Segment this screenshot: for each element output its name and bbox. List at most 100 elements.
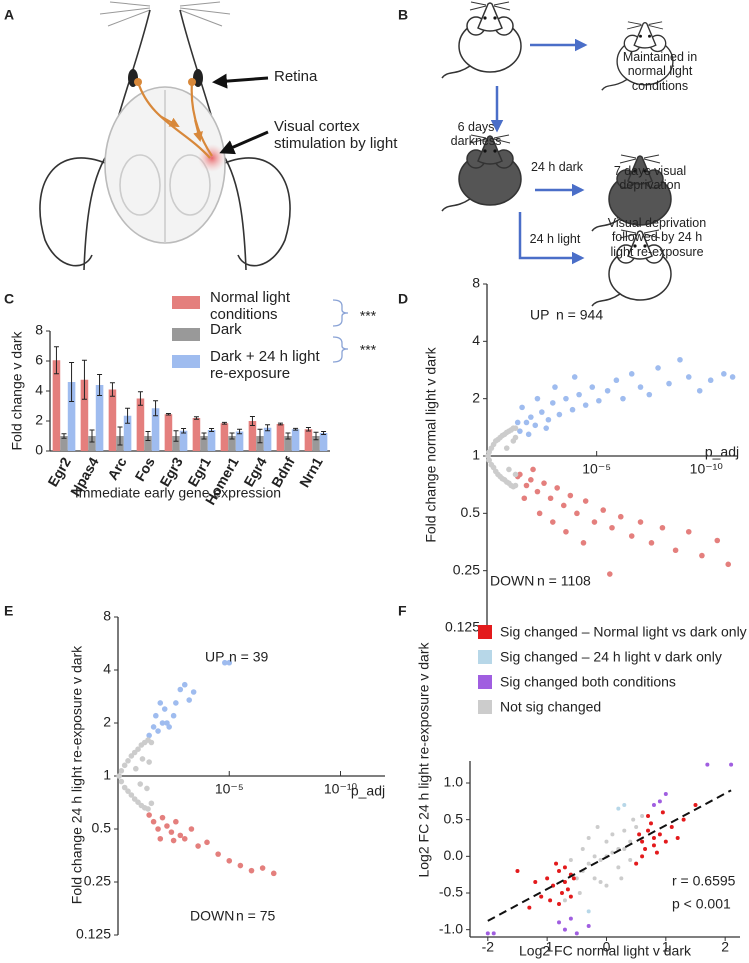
point: [148, 800, 155, 807]
point: [582, 402, 589, 408]
error-bar: [249, 416, 255, 426]
bar: [263, 427, 272, 451]
point: [530, 466, 536, 473]
diagram-label: Retina: [274, 68, 318, 85]
mouse-head-diagram: [39, 1, 291, 271]
x-tick-label: 0: [603, 939, 611, 955]
x-tick-label: 10⁻¹⁰: [690, 461, 724, 477]
annotation: DOWN: [190, 908, 234, 924]
point: [549, 400, 556, 406]
point: [486, 457, 492, 464]
point: [560, 502, 567, 509]
point: [580, 540, 587, 546]
bar: [319, 433, 328, 451]
significance-brackets: [332, 299, 349, 363]
point: [541, 480, 547, 486]
error-bar: [89, 429, 95, 443]
point: [195, 843, 201, 849]
point: [545, 876, 550, 881]
point: [215, 851, 221, 857]
point: [604, 839, 609, 844]
error-bar: [69, 362, 75, 402]
point: [177, 832, 184, 839]
point: [161, 706, 168, 712]
error-bar: [165, 413, 171, 416]
point: [586, 836, 591, 840]
point: [568, 916, 573, 921]
point: [640, 839, 645, 844]
point: [525, 431, 532, 438]
y-tick-label: 0.25: [84, 873, 111, 889]
legend-swatch: [478, 700, 492, 714]
y-tick-label: 0.125: [445, 619, 480, 635]
point: [672, 547, 679, 554]
y-tick-label: 0.125: [76, 926, 111, 942]
bar: [67, 382, 76, 451]
error-bar: [209, 428, 215, 432]
legend-label: Sig changed both conditions: [500, 674, 676, 690]
x-tick-label: 10⁻⁵: [582, 461, 611, 477]
error-bar: [153, 400, 159, 417]
point: [616, 806, 621, 811]
significance: ***: [360, 342, 377, 358]
error-bar: [321, 431, 327, 435]
point: [146, 732, 152, 739]
panel-label: F: [398, 603, 407, 619]
point: [150, 818, 157, 825]
legend-swatch: [478, 625, 492, 639]
bar: [172, 436, 180, 451]
x-axis-label: p_adj: [705, 444, 739, 460]
x-tick-label: -1: [541, 939, 554, 955]
point: [696, 387, 703, 394]
point: [139, 756, 146, 762]
annotation: n = 1108: [537, 573, 591, 589]
x-axis-label: Log2 FC normal light v dark: [519, 943, 692, 959]
legend-label: Dark + 24 h light re-exposure: [210, 348, 320, 383]
legend-label: Sig changed – Normal light vs dark only: [500, 624, 747, 640]
point: [562, 865, 567, 870]
y-axis-label: Fold change v dark: [9, 330, 25, 450]
point: [693, 803, 698, 807]
bar: [220, 423, 229, 451]
error-bar: [109, 382, 115, 397]
point: [595, 825, 600, 829]
bar: [192, 418, 201, 451]
point: [571, 876, 576, 881]
diagram-label: Visual deprivation followed by 24 h ligh…: [607, 216, 707, 259]
bar: [207, 430, 216, 451]
point: [646, 828, 651, 833]
point: [568, 894, 573, 899]
point: [159, 814, 166, 821]
point: [569, 406, 576, 413]
error-bar: [293, 427, 299, 431]
point: [503, 445, 510, 451]
point: [651, 843, 656, 848]
point: [222, 659, 228, 666]
point: [534, 488, 541, 495]
point: [586, 924, 591, 928]
point: [729, 762, 734, 767]
point: [655, 365, 661, 371]
legend-label-box: Dark + 24 h light re-exposure: [210, 348, 320, 383]
point: [128, 792, 135, 798]
point: [634, 825, 639, 829]
point: [514, 419, 521, 426]
point: [512, 434, 519, 441]
x-tick-label: Nrn1: [296, 454, 326, 490]
point: [586, 909, 591, 914]
diagram-label-box: Maintained in normal light conditions: [623, 50, 697, 93]
panel-label: A: [4, 7, 14, 23]
point: [657, 799, 662, 804]
point: [547, 495, 554, 502]
point: [548, 898, 553, 903]
point: [168, 829, 175, 835]
bar: [228, 436, 236, 451]
point: [705, 762, 710, 767]
point: [675, 836, 680, 840]
point: [648, 821, 653, 826]
legend-label: Sig changed – 24 h light v dark only: [500, 649, 722, 665]
point: [559, 891, 564, 895]
y-tick-label: 4: [35, 382, 43, 398]
point: [144, 785, 150, 792]
point: [628, 839, 633, 844]
